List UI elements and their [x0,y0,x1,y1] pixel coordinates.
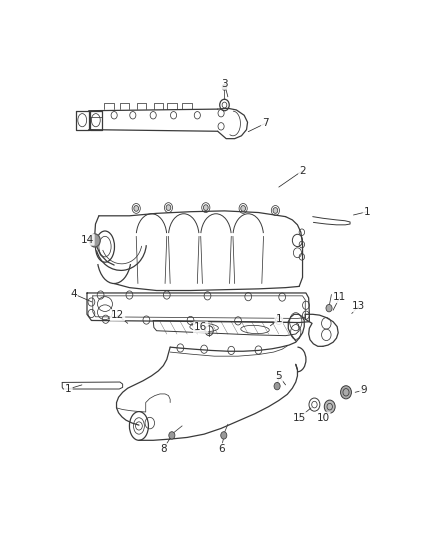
Text: 13: 13 [352,301,365,311]
Text: 1: 1 [276,314,282,324]
Text: 4: 4 [70,289,77,299]
Text: 15: 15 [293,413,306,423]
Text: 5: 5 [276,371,282,381]
Text: 3: 3 [221,79,228,88]
Circle shape [221,432,227,439]
Text: 2: 2 [299,166,306,176]
Text: 16: 16 [194,322,207,333]
Circle shape [166,205,171,211]
Circle shape [89,234,100,247]
Circle shape [341,386,351,399]
Text: 6: 6 [218,444,224,454]
Circle shape [273,207,278,213]
Text: 1: 1 [364,207,371,217]
Circle shape [274,383,280,390]
Text: 7: 7 [262,118,268,128]
Text: 11: 11 [333,292,346,302]
Text: 12: 12 [111,310,124,320]
Text: 14: 14 [80,235,94,245]
Circle shape [203,205,208,211]
Circle shape [241,206,246,211]
Circle shape [324,400,335,413]
Circle shape [326,304,332,312]
Text: 10: 10 [316,413,329,423]
Text: 8: 8 [160,444,167,454]
Text: 9: 9 [360,385,367,395]
Circle shape [169,432,175,439]
Circle shape [222,84,227,90]
Text: 1: 1 [65,384,72,394]
Circle shape [134,206,138,211]
